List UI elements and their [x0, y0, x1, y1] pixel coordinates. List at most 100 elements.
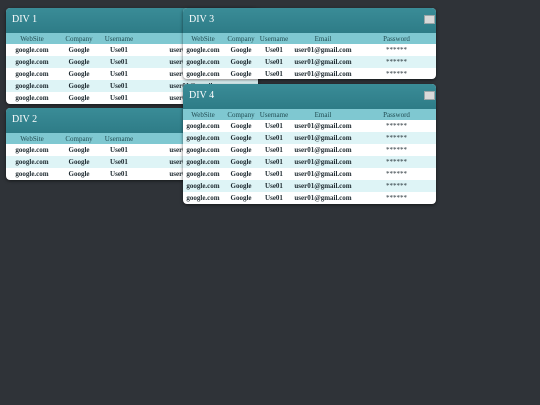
table-row[interactable]: google.com Google Use01 user01@gmail.com… [183, 56, 436, 68]
cell-website: google.com [183, 156, 223, 168]
cell-company: Google [68, 170, 90, 178]
column-header-username[interactable]: Username [100, 133, 138, 144]
cell-password: ****** [357, 156, 436, 168]
table-row[interactable]: google.com Google Use01 user01@gmail.com… [183, 192, 436, 204]
cell-username: Use01 [265, 70, 283, 78]
cell-username: Use01 [110, 94, 128, 102]
cell-website: google.com [183, 132, 223, 144]
cell-password: ****** [357, 132, 436, 144]
column-header-company[interactable]: Company [58, 133, 100, 144]
table-header-row: WebSite Company Username Email Password [183, 33, 436, 44]
table-row[interactable]: google.com Google Use01 user01@gmail.com… [183, 132, 436, 144]
cell-username: Use01 [110, 170, 128, 178]
cell-website: google.com [15, 70, 49, 78]
cell-website: google.com [6, 80, 58, 92]
cell-username: Use01 [265, 122, 283, 130]
cell-email: user01@gmail.com [294, 194, 352, 202]
cell-company: Google [230, 146, 252, 154]
cell-website: google.com [186, 70, 220, 78]
column-header-username[interactable]: Username [100, 33, 138, 44]
cell-company: Google [58, 56, 100, 68]
cell-company: Google [230, 70, 252, 78]
cell-email: user01@gmail.com [294, 122, 352, 130]
cell-username: Use01 [110, 46, 128, 54]
cell-username: Use01 [100, 156, 138, 168]
cell-company: Google [223, 56, 259, 68]
cell-website: google.com [6, 156, 58, 168]
cell-username: Use01 [259, 156, 289, 168]
cell-website: google.com [15, 94, 49, 102]
panel-header[interactable]: DIV 3 [183, 8, 436, 33]
cell-website: google.com [183, 180, 223, 192]
minimize-icon[interactable] [424, 91, 435, 100]
cell-password: ****** [386, 46, 407, 54]
cell-company: Google [68, 94, 90, 102]
column-header-username[interactable]: Username [259, 109, 289, 120]
cell-company: Google [68, 46, 90, 54]
cell-company: Google [223, 132, 259, 144]
column-header-website[interactable]: WebSite [6, 133, 58, 144]
cell-company: Google [68, 70, 90, 78]
cell-company: Google [68, 146, 90, 154]
cell-company: Google [223, 180, 259, 192]
column-header-website[interactable]: WebSite [183, 109, 223, 120]
cell-email: user01@gmail.com [294, 70, 352, 78]
cell-company: Google [230, 122, 252, 130]
table-header-row: WebSite Company Username Email Password [183, 109, 436, 120]
cell-website: google.com [186, 194, 220, 202]
table-row[interactable]: google.com Google Use01 user01@gmail.com… [183, 180, 436, 192]
cell-website: google.com [6, 56, 58, 68]
cell-password: ****** [357, 180, 436, 192]
cell-username: Use01 [110, 146, 128, 154]
cell-username: Use01 [265, 146, 283, 154]
minimize-icon[interactable] [424, 15, 435, 24]
cell-username: Use01 [259, 56, 289, 68]
panel-title: DIV 1 [12, 14, 38, 25]
column-header-password[interactable]: Password [357, 33, 436, 44]
cell-username: Use01 [100, 56, 138, 68]
cell-password: ****** [386, 146, 407, 154]
cell-website: google.com [15, 46, 49, 54]
table-row[interactable]: google.com Google Use01 user01@gmail.com… [183, 156, 436, 168]
column-header-website[interactable]: WebSite [183, 33, 223, 44]
cell-username: Use01 [110, 70, 128, 78]
panel-div4: DIV 4 WebSite Company Username Email Pas… [183, 84, 436, 204]
table-row[interactable]: google.com Google Use01 user01@gmail.com… [183, 144, 436, 156]
cell-website: google.com [183, 56, 223, 68]
cell-username: Use01 [265, 46, 283, 54]
cell-email: user01@gmail.com [294, 46, 352, 54]
cell-email: user01@gmail.com [294, 170, 352, 178]
cell-email: user01@gmail.com [289, 180, 357, 192]
cell-company: Google [223, 156, 259, 168]
cell-website: google.com [186, 46, 220, 54]
column-header-email[interactable]: Email [289, 109, 357, 120]
column-header-password[interactable]: Password [357, 109, 436, 120]
table-row[interactable]: google.com Google Use01 user01@gmail.com… [183, 168, 436, 180]
data-table: WebSite Company Username Email Password … [183, 33, 436, 79]
cell-password: ****** [386, 194, 407, 202]
column-header-email[interactable]: Email [289, 33, 357, 44]
panel-title: DIV 2 [12, 114, 38, 125]
column-header-company[interactable]: Company [223, 33, 259, 44]
column-header-company[interactable]: Company [58, 33, 100, 44]
column-header-username[interactable]: Username [259, 33, 289, 44]
column-header-website[interactable]: WebSite [6, 33, 58, 44]
cell-company: Google [230, 194, 252, 202]
panel-header[interactable]: DIV 4 [183, 84, 436, 109]
data-table: WebSite Company Username Email Password … [183, 109, 436, 204]
cell-username: Use01 [100, 80, 138, 92]
cell-username: Use01 [265, 170, 283, 178]
cell-password: ****** [357, 56, 436, 68]
cell-username: Use01 [265, 194, 283, 202]
table-row[interactable]: google.com Google Use01 user01@gmail.com… [183, 44, 436, 56]
cell-website: google.com [15, 146, 49, 154]
table-row[interactable]: google.com Google Use01 user01@gmail.com… [183, 120, 436, 132]
cell-website: google.com [186, 122, 220, 130]
column-header-company[interactable]: Company [223, 109, 259, 120]
cell-email: user01@gmail.com [289, 132, 357, 144]
cell-company: Google [230, 46, 252, 54]
cell-website: google.com [15, 170, 49, 178]
cell-password: ****** [386, 122, 407, 130]
table-row[interactable]: google.com Google Use01 user01@gmail.com… [183, 68, 436, 79]
cell-website: google.com [186, 146, 220, 154]
